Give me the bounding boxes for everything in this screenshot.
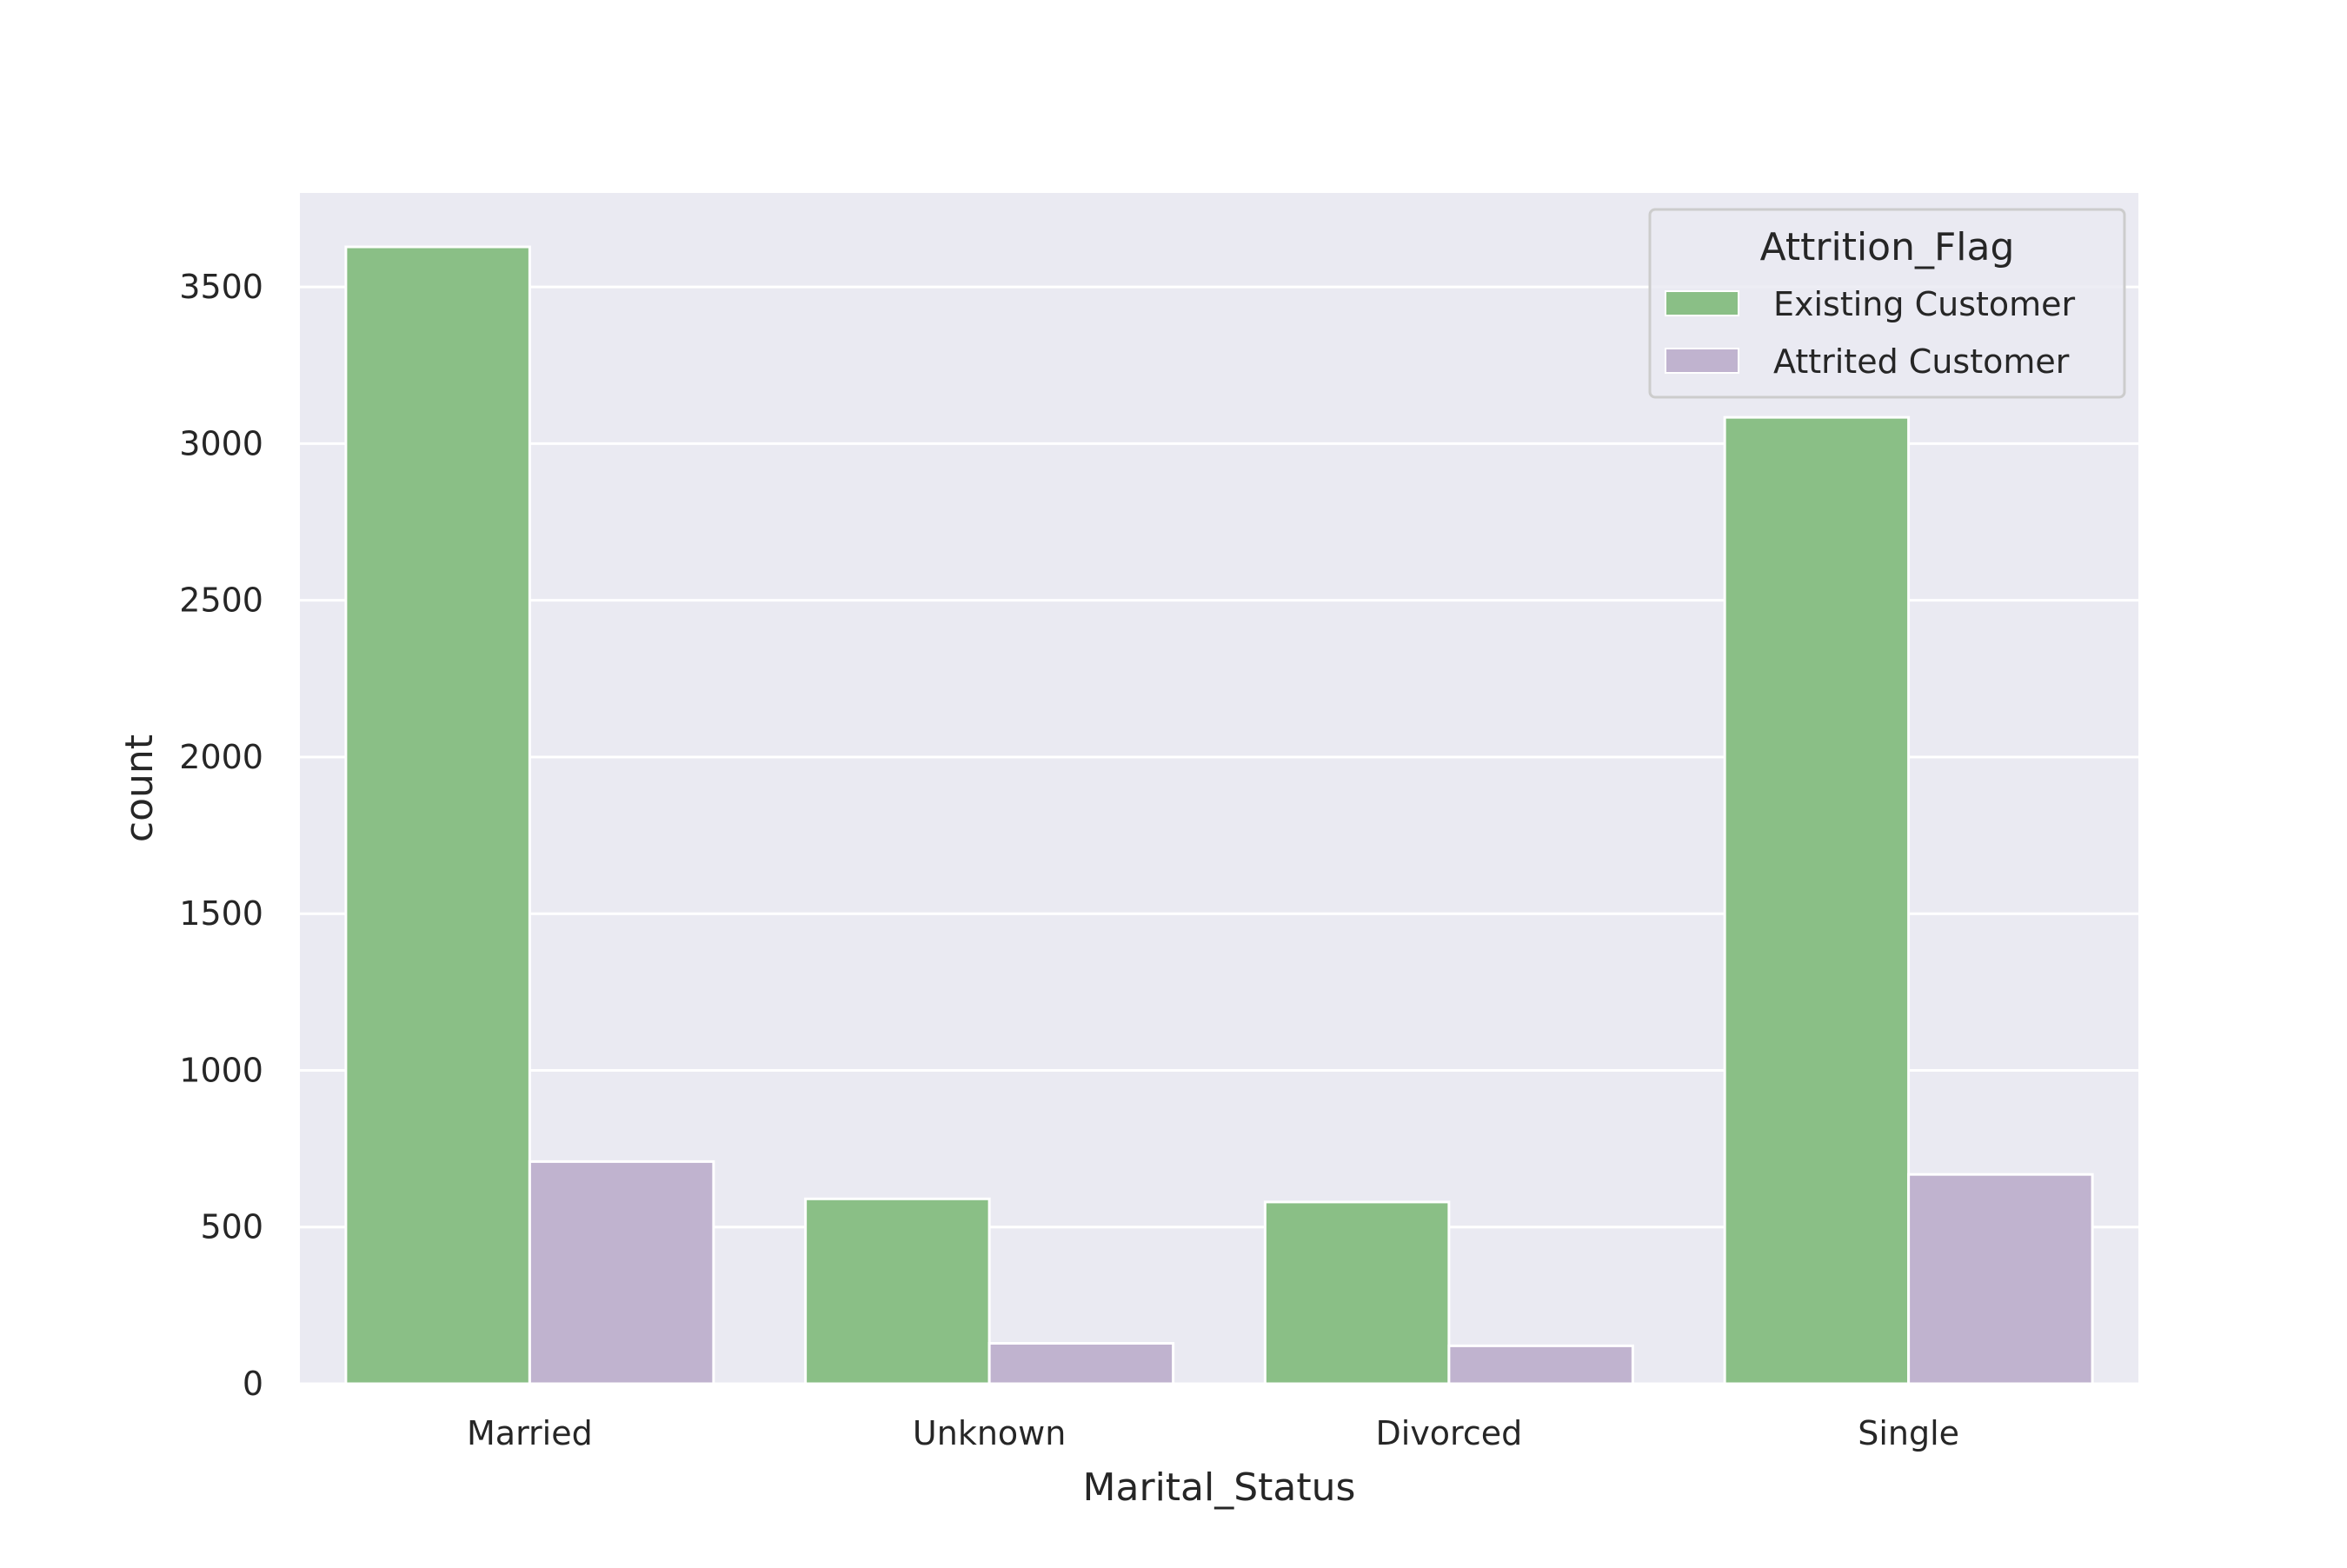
bar-attrited-customer-unknown [987,1341,1175,1385]
x-tick-label: Divorced [1376,1414,1523,1452]
y-tick-label: 0 [243,1365,263,1403]
bar-existing-customer-married [344,245,531,1385]
legend-label: Existing Customer [1773,285,2076,323]
y-axis-ticks: 0 500 1000 1500 2000 2500 3000 3500 [179,268,263,1403]
x-tick-label: Single [1858,1414,1959,1452]
bar-existing-customer-unknown [804,1197,991,1385]
legend-swatch [1665,348,1739,374]
y-tick-label: 3500 [179,268,263,306]
y-tick-label: 500 [200,1208,263,1246]
x-tick-label: Unknown [913,1414,1066,1452]
x-axis-ticks: Married Unknown Divorced Single [467,1414,1959,1452]
x-axis-title: Marital_Status [1083,1465,1356,1510]
bar-existing-customer-single [1723,415,1911,1385]
bar-attrited-customer-divorced [1447,1344,1634,1385]
y-tick-label: 1500 [179,894,263,933]
y-tick-label: 2500 [179,581,263,620]
y-tick-label: 1000 [179,1051,263,1089]
bars [344,245,2094,1385]
legend-box [1648,208,2126,399]
y-axis-title: count [117,734,162,842]
x-tick-label: Married [467,1414,593,1452]
legend-label: Attrited Customer [1773,342,2070,381]
legend-swatch [1665,290,1739,316]
bar-attrited-customer-single [1907,1173,2094,1385]
bar-attrited-customer-married [528,1159,715,1385]
legend: Attrition_Flag Existing Customer Attrited… [1648,208,2126,399]
y-tick-label: 3000 [179,424,263,462]
legend-items: Existing Customer Attrited Customer [1665,285,2076,381]
bar-existing-customer-divorced [1263,1200,1451,1385]
y-tick-label: 2000 [179,738,263,776]
legend-title: Attrition_Flag [1760,225,2015,269]
